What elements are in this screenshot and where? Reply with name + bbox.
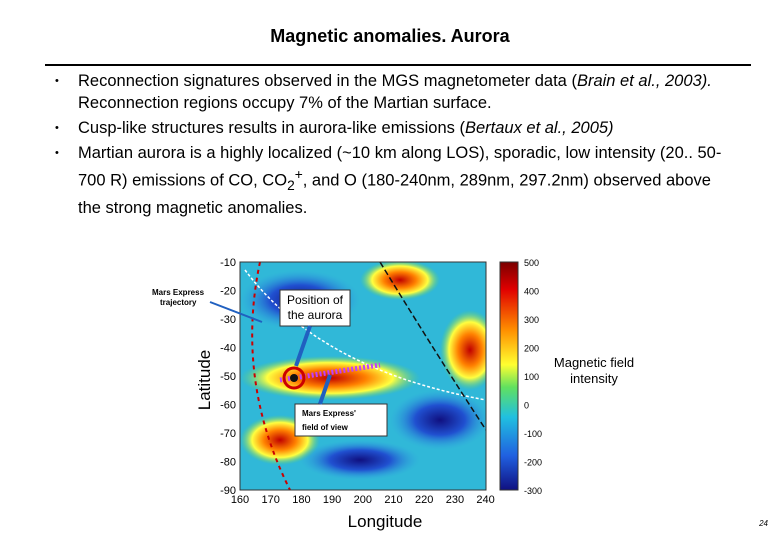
colorbar-label: intensity: [570, 371, 618, 386]
x-tick-label: 200: [354, 494, 372, 506]
y-tick-label: -90: [220, 485, 236, 497]
aurora-marker: [282, 366, 306, 390]
page-number: 24: [758, 519, 768, 528]
slide-title: Magnetic anomalies. Aurora: [270, 26, 510, 46]
y-tick-label: -60: [220, 400, 236, 412]
callout-label: field of view: [302, 423, 349, 432]
x-tick-label: 230: [446, 494, 464, 506]
x-tick-label: 160: [231, 494, 249, 506]
bullet-list: Reconnection signatures observed in the …: [55, 70, 735, 222]
map: [240, 262, 486, 490]
bullet: Cusp-like structures results in aurora-l…: [55, 117, 735, 139]
y-tick-label: -30: [220, 314, 236, 326]
callout-label: trajectory: [160, 298, 197, 307]
callout-label: the aurora: [288, 308, 343, 322]
x-tick-label: 210: [384, 494, 402, 506]
colorbar-tick-label: 0: [524, 401, 529, 411]
colorbar-tick-label: 200: [524, 344, 539, 354]
callout-arrow: [209, 301, 263, 323]
map-frame: [239, 261, 487, 491]
colorbar-tick-label: 300: [524, 315, 539, 325]
callout-box: [294, 403, 388, 437]
x-tick-label: 220: [415, 494, 433, 506]
colorbar-tick-label: 500: [524, 258, 539, 268]
x-tick-label: 170: [262, 494, 280, 506]
callout-label: Mars Express: [152, 288, 205, 297]
callout-label: Position of: [287, 293, 344, 307]
y-tick-label: -20: [220, 286, 236, 298]
text: Reconnection regions occupy 7% of the Ma…: [78, 94, 492, 112]
colorbar-tick-label: -100: [524, 429, 542, 439]
y-tick-label: -70: [220, 428, 236, 440]
callout-arrow: [318, 374, 332, 405]
subscript: 2: [287, 177, 295, 193]
text: Cusp-like structures results in aurora-l…: [78, 119, 465, 137]
y-tick-label: -10: [220, 257, 236, 269]
text: Reconnection signatures observed in the …: [78, 72, 577, 90]
colorbar: [499, 261, 519, 491]
y-tick-label: -50: [220, 371, 236, 383]
x-tick-label: 180: [292, 494, 310, 506]
y-tick-label: -80: [220, 457, 236, 469]
bullet: Reconnection signatures observed in the …: [55, 70, 735, 114]
callout-label: Mars Express': [302, 409, 356, 418]
bullet: Martian aurora is a highly localized (~1…: [55, 142, 735, 219]
colorbar-tick-label: -300: [524, 486, 542, 496]
callout-box: [279, 289, 351, 327]
y-axis-label: Latitude: [195, 350, 214, 411]
colorbar-tick-label: 100: [524, 372, 539, 382]
citation: Bertaux et al., 2005): [464, 119, 614, 137]
x-tick-label: 190: [323, 494, 341, 506]
colorbar-tick-label: -200: [524, 458, 542, 468]
y-tick-label: -40: [220, 343, 236, 355]
citation: Brain et al., 2003).: [576, 72, 712, 90]
colorbar-label: Magnetic field: [554, 355, 634, 370]
aurora-dot: [290, 374, 298, 382]
x-tick-label: 240: [476, 494, 494, 506]
text: Martian aurora is a highly localized (~1…: [78, 144, 722, 190]
x-axis-label: Longitude: [348, 512, 423, 531]
title-rule: [45, 64, 751, 66]
superscript: +: [294, 167, 303, 182]
text: , and O (180-240nm, 289nm, 297.2nm) obse…: [78, 171, 711, 217]
callout-arrow: [294, 325, 312, 367]
colorbar-tick-label: 400: [524, 287, 539, 297]
